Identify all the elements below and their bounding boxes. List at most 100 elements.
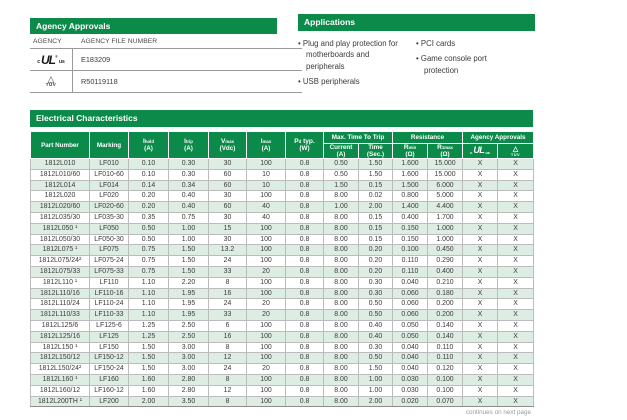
table-cell: X xyxy=(497,309,535,321)
table-row: 1812L014 LF014 0.14 0.34 60 10 0.8 1.50 0.15 1.50… xyxy=(30,180,535,192)
application-item: Game console port protection xyxy=(416,53,520,76)
table-cell: X xyxy=(462,320,499,332)
table-cell: 12 xyxy=(208,385,247,397)
table-cell: 0.50 xyxy=(358,309,394,321)
table-cell: 0.150 xyxy=(392,223,429,235)
table-cell: 0.30 xyxy=(358,342,394,354)
table-cell: 0.100 xyxy=(427,385,464,397)
table-cell: 1812L020 xyxy=(30,190,90,203)
table-cell: 16 xyxy=(208,331,247,343)
table-cell: 0.8 xyxy=(285,212,324,224)
table-cell: 0.40 xyxy=(168,201,209,213)
table-cell: X xyxy=(462,180,499,192)
table-cell: 0.8 xyxy=(285,385,324,397)
table-cell: 8.00 xyxy=(323,277,359,289)
table-cell: 0.110 xyxy=(392,255,429,267)
applications-list-right: PCI cards Game console port protection xyxy=(416,38,526,91)
table-cell: 1812L050 ¹ xyxy=(30,223,90,235)
col-header-current: Current (A) xyxy=(323,143,359,159)
table-cell: 0.30 xyxy=(358,277,394,289)
table-cell: 10 xyxy=(246,180,286,192)
table-cell: 0.200 xyxy=(427,298,464,311)
table-cell: 8.00 xyxy=(323,374,359,386)
table-cell: X xyxy=(497,298,535,311)
table-cell: 1.50 xyxy=(128,352,169,365)
table-cell: 0.8 xyxy=(285,331,324,343)
table-cell: 0.15 xyxy=(358,234,394,246)
cULus-icon: c UL ® us xyxy=(37,52,65,67)
table-cell: 1812L110/16 xyxy=(30,288,90,300)
table-cell: 13.2 xyxy=(208,244,247,257)
table-cell: 0.8 xyxy=(285,223,324,235)
table-cell: 1812L200TH ¹ xyxy=(30,396,90,408)
table-row: 1812L150/12 LF150-12 1.50 3.00 12 100 0.8 8.00 0… xyxy=(30,352,535,365)
electrical-characteristics-table: Part Number Marking Ihold (A) Itrip (A) Vm… xyxy=(30,131,535,408)
table-cell: 0.50 xyxy=(128,234,169,246)
table-cell: 0.050 xyxy=(392,331,429,343)
table-cell: 8.00 xyxy=(323,288,359,300)
table-cell: 0.8 xyxy=(285,320,324,332)
table-cell: 8.00 xyxy=(323,331,359,343)
table-cell: 0.50 xyxy=(358,352,394,365)
table-cell: 0.110 xyxy=(392,266,429,278)
table-cell: X xyxy=(462,277,499,289)
table-cell: 100 xyxy=(246,158,286,170)
col-header-ul-approval: c UL us xyxy=(462,143,499,159)
table-cell: 8.00 xyxy=(323,320,359,332)
table-row: 1812L075/24² LF075-24 0.75 1.50 24 100 0.8 8.00… xyxy=(30,255,535,267)
agency-logo-cell: △ TÜV xyxy=(30,71,73,92)
table-cell: X xyxy=(497,180,535,192)
table-cell: 1.50 xyxy=(358,169,394,181)
table-cell: X xyxy=(497,169,535,181)
table-cell: 24 xyxy=(208,363,247,375)
cULus-icon: c UL us xyxy=(470,145,490,155)
table-cell: 0.8 xyxy=(285,363,324,375)
table-cell: 1.50 xyxy=(358,158,394,170)
col-header-r1max: R1max (Ω) xyxy=(427,143,464,159)
table-row: 1812L110/24 LF110-24 1.10 1.95 24 20 0.8 8.00 0.… xyxy=(30,298,535,311)
table-cell: 1812L150 ¹ xyxy=(30,342,90,354)
table-cell: 0.20 xyxy=(128,201,169,213)
table-row: 1812L125/6 LF125-6 1.25 2.50 6 100 0.8 8.00 0.40… xyxy=(30,320,535,332)
table-cell: X xyxy=(497,234,535,246)
table-cell: 0.8 xyxy=(285,309,324,321)
table-cell: 8 xyxy=(208,374,247,386)
table-cell: 1812L050/30 xyxy=(30,234,90,246)
table-cell: 100 xyxy=(246,234,286,246)
table-cell: 0.8 xyxy=(285,277,324,289)
table-cell: X xyxy=(462,385,499,397)
table-cell: 60 xyxy=(208,201,247,213)
table-cell: 8 xyxy=(208,396,247,408)
table-cell: 20 xyxy=(246,363,286,375)
table-cell: 8.00 xyxy=(323,234,359,246)
col-header-part-number: Part Number xyxy=(30,131,90,159)
table-cell: 0.8 xyxy=(285,158,324,170)
table-cell: 0.060 xyxy=(392,309,429,321)
table-cell: X xyxy=(497,158,535,170)
table-cell: 8.00 xyxy=(323,244,359,257)
table-cell: 8.00 xyxy=(323,298,359,311)
table-row: 1812L150 ¹ LF150 1.50 3.00 8 100 0.8 8.00 0.30 0.… xyxy=(30,342,535,354)
table-cell: 0.20 xyxy=(358,244,394,257)
table-cell: 0.8 xyxy=(285,298,324,311)
table-cell: 5.000 xyxy=(427,190,464,203)
table-cell: 1.95 xyxy=(168,288,209,300)
table-cell: X xyxy=(462,309,499,321)
table-cell: X xyxy=(462,169,499,181)
table-cell: X xyxy=(497,277,535,289)
table-cell: 6.000 xyxy=(427,180,464,192)
table-cell: 8.00 xyxy=(323,309,359,321)
table-cell: 0.50 xyxy=(128,223,169,235)
table-cell: 0.020 xyxy=(392,396,429,408)
continues-note: continues on next page xyxy=(465,409,531,417)
table-cell: 1812L014 xyxy=(30,180,90,192)
table-cell: 1812L075/24² xyxy=(30,255,90,267)
table-cell: 0.150 xyxy=(392,234,429,246)
table-cell: 1.50 xyxy=(358,363,394,375)
table-cell: 3.00 xyxy=(168,352,209,365)
table-cell: 0.8 xyxy=(285,288,324,300)
table-cell: 0.34 xyxy=(168,180,209,192)
electrical-characteristics-section: Electrical Characteristics Part Number M… xyxy=(30,110,535,417)
table-cell: 0.50 xyxy=(358,298,394,311)
tuv-icon: △ TÜV xyxy=(45,74,57,88)
